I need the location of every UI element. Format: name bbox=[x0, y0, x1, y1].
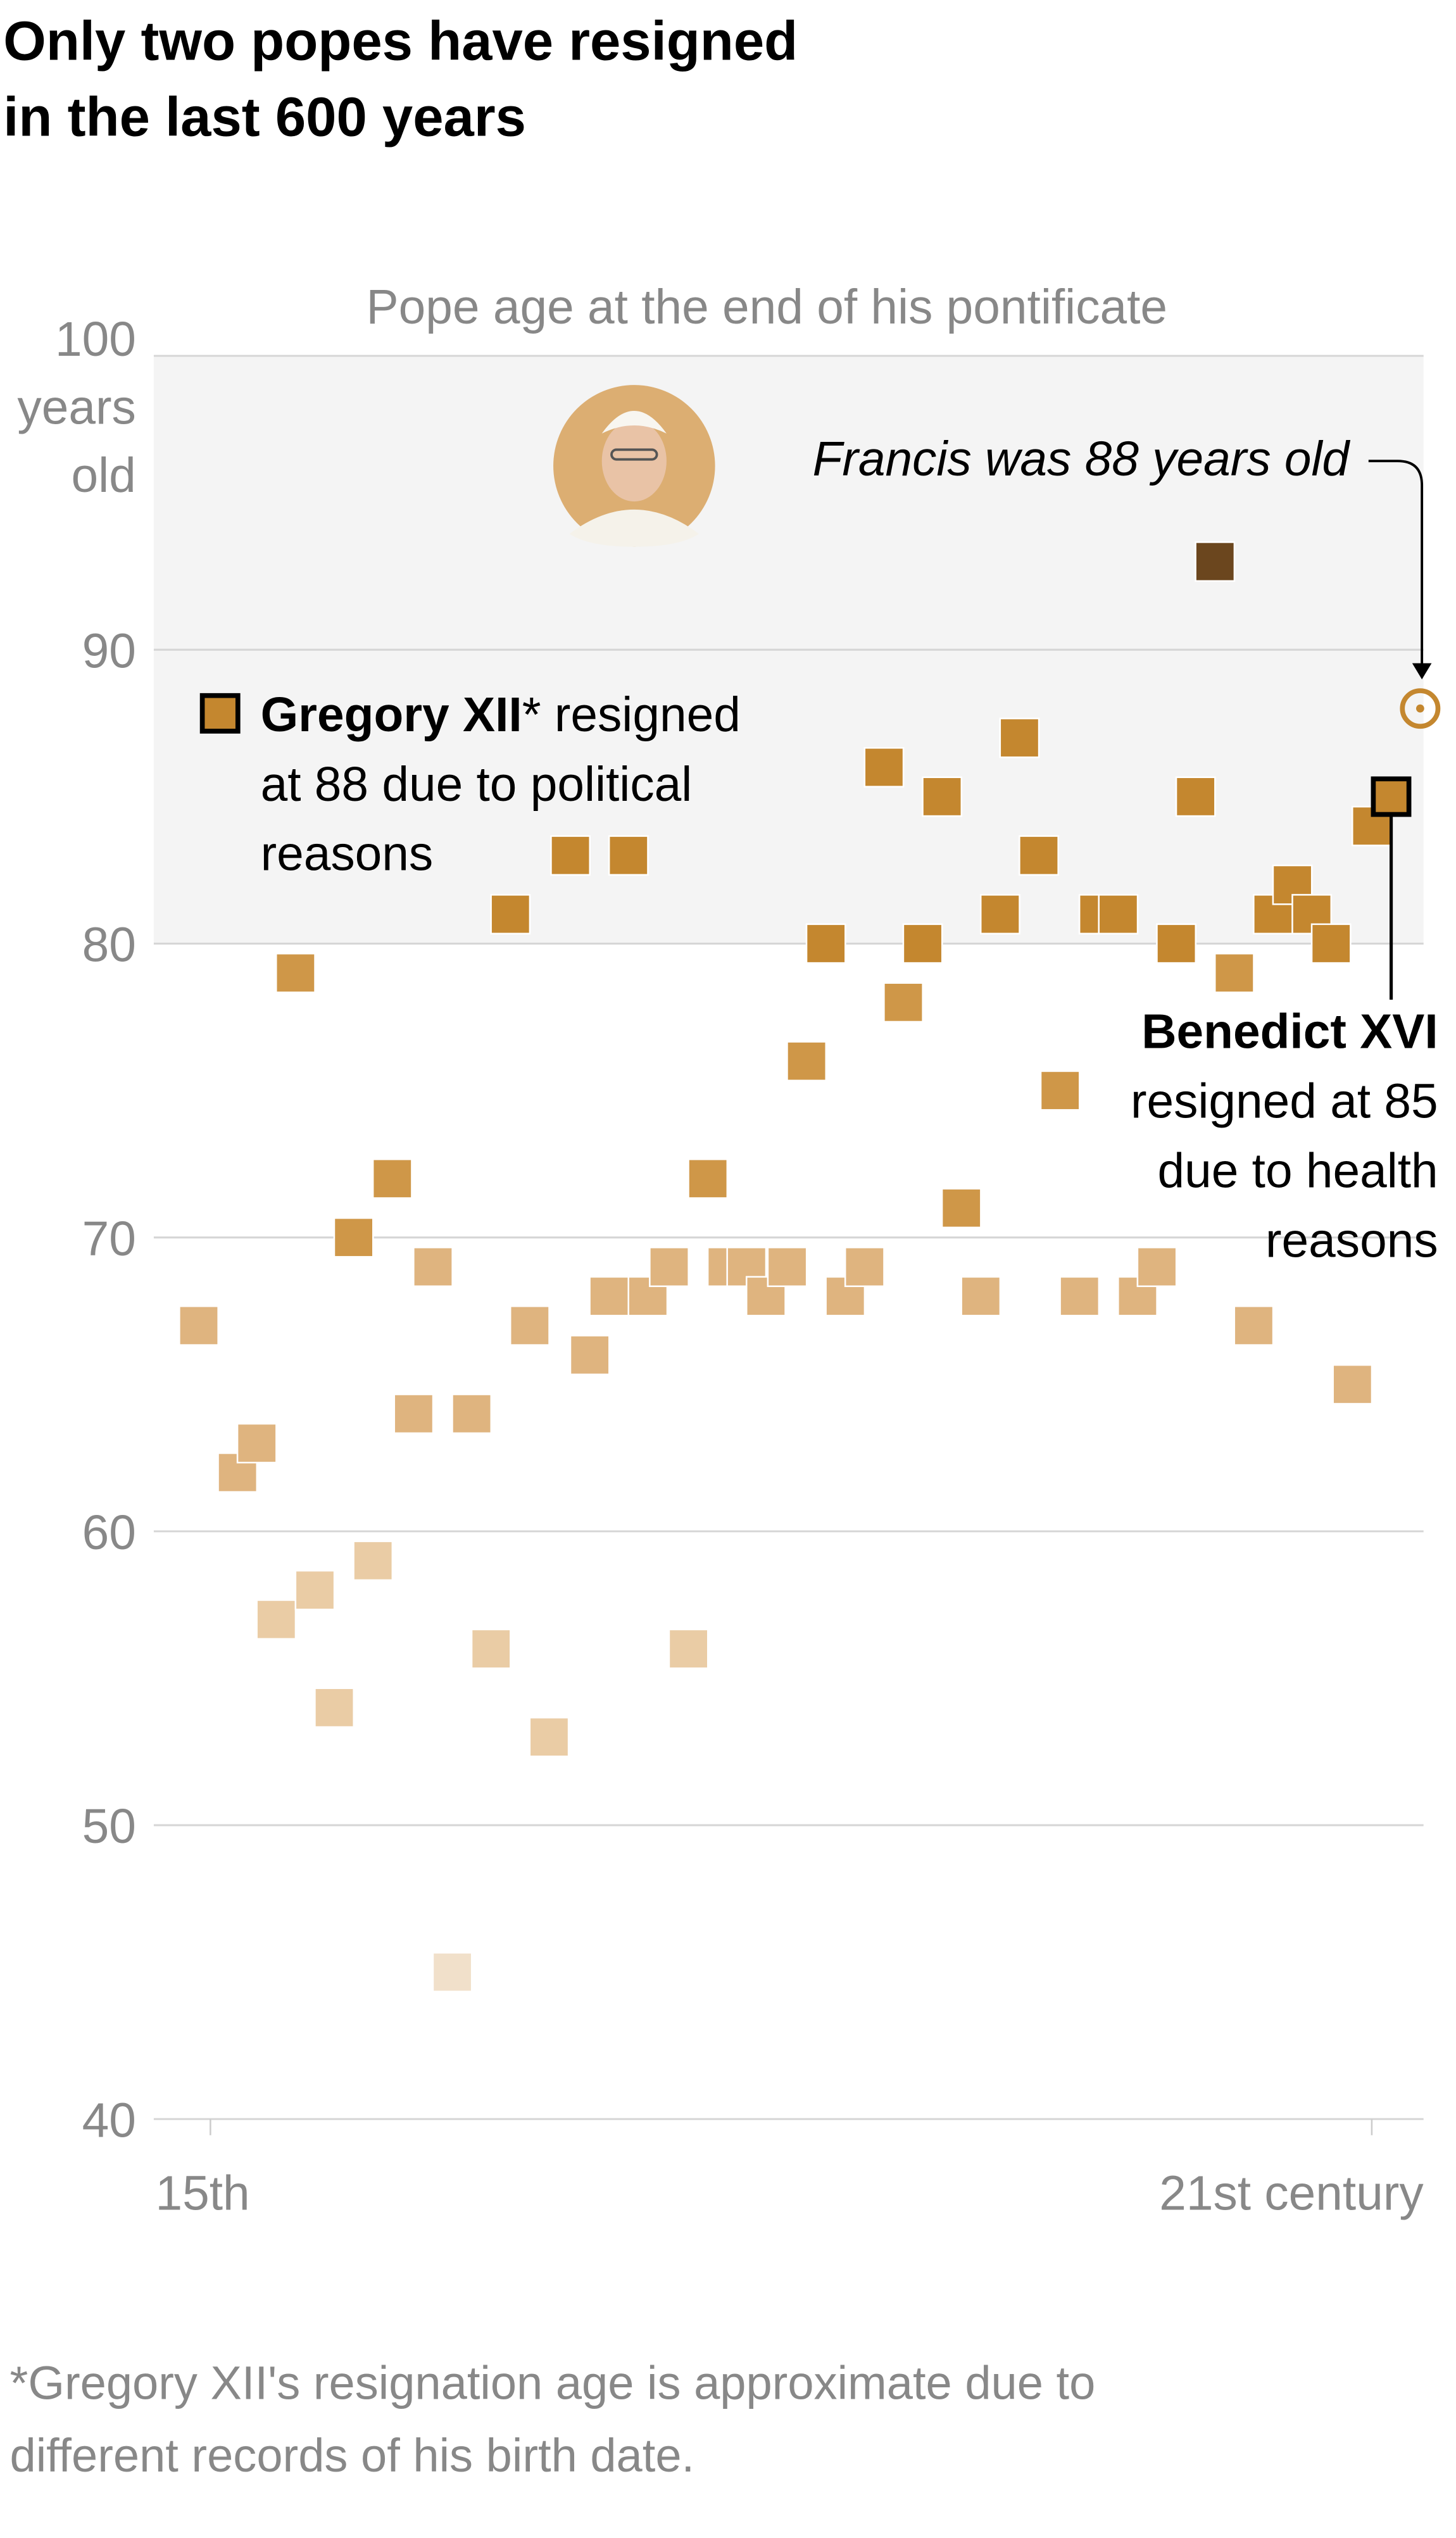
footnote-line-1: *Gregory XII's resignation age is approx… bbox=[10, 2356, 1096, 2409]
data-point bbox=[1332, 1364, 1373, 1405]
data-point bbox=[883, 982, 924, 1023]
data-point bbox=[960, 1276, 1001, 1317]
y-tick-label-60: 60 bbox=[82, 1506, 136, 1560]
y-tick-label-90: 90 bbox=[82, 624, 136, 678]
y-tick-label-50: 50 bbox=[82, 1800, 136, 1854]
chart-title-line-2: in the last 600 years bbox=[3, 87, 526, 148]
y-label-years: years bbox=[17, 380, 135, 434]
data-point bbox=[179, 1305, 219, 1346]
y-tick-label-40: 40 bbox=[82, 2094, 136, 2147]
data-point bbox=[786, 1041, 827, 1082]
data-point bbox=[1136, 1247, 1177, 1288]
benedict-data-point bbox=[1371, 776, 1412, 817]
data-point bbox=[490, 894, 531, 935]
y-tick-label-80: 80 bbox=[82, 919, 136, 972]
data-point bbox=[1233, 1305, 1274, 1346]
x-tick-15th: 15th bbox=[155, 2166, 249, 2220]
data-point bbox=[236, 1423, 277, 1464]
pope-francis-photo bbox=[553, 385, 715, 547]
data-point bbox=[608, 835, 649, 876]
data-point bbox=[941, 1188, 982, 1229]
data-point bbox=[589, 1276, 630, 1317]
y-label-old: old bbox=[72, 449, 136, 503]
data-point bbox=[863, 747, 905, 788]
x-tick-21st: 21st century bbox=[1159, 2166, 1424, 2220]
data-point bbox=[668, 1628, 709, 1669]
data-point bbox=[1175, 776, 1216, 817]
data-point bbox=[470, 1628, 511, 1669]
data-point bbox=[432, 1952, 473, 1993]
data-points bbox=[179, 541, 1441, 1993]
gregory-annotation-line-2: at 88 due to political bbox=[261, 758, 693, 812]
data-point bbox=[1310, 923, 1352, 964]
y-label-100: 100 bbox=[55, 313, 136, 367]
data-point bbox=[1039, 1070, 1081, 1111]
data-point bbox=[687, 1158, 729, 1199]
data-point bbox=[256, 1599, 297, 1640]
gregory-annotation-line-3: reasons bbox=[261, 827, 434, 881]
data-point bbox=[1195, 541, 1236, 582]
data-point bbox=[1019, 835, 1059, 876]
data-point bbox=[902, 923, 943, 964]
footnote-line-2: different records of his birth date. bbox=[10, 2429, 695, 2482]
data-point bbox=[922, 776, 963, 817]
gregory-annotation-line-1: Gregory XII* resigned bbox=[261, 688, 741, 742]
data-point bbox=[294, 1569, 336, 1611]
data-point bbox=[999, 717, 1040, 758]
data-point bbox=[550, 835, 591, 876]
data-point bbox=[509, 1305, 550, 1346]
data-point bbox=[805, 923, 846, 964]
data-point bbox=[393, 1393, 434, 1435]
francis-data-point-center bbox=[1415, 704, 1424, 713]
data-point bbox=[649, 1247, 689, 1288]
chart-subtitle: Pope age at the end of his pontificate bbox=[367, 280, 1168, 334]
data-point bbox=[844, 1247, 885, 1288]
chart-title-line-1: Only two popes have resigned bbox=[3, 11, 798, 72]
francis-arrow bbox=[1368, 460, 1424, 670]
benedict-annotation-line-3: reasons bbox=[1265, 1214, 1438, 1267]
data-point bbox=[1098, 894, 1139, 935]
benedict-annotation-line-1: resigned at 85 bbox=[1131, 1075, 1438, 1129]
data-point bbox=[569, 1335, 610, 1376]
y-tick-label-70: 70 bbox=[82, 1212, 136, 1266]
gridlines bbox=[153, 355, 1424, 2120]
data-point bbox=[353, 1540, 394, 1581]
data-point bbox=[413, 1247, 453, 1288]
data-point bbox=[451, 1393, 493, 1435]
data-point bbox=[314, 1687, 355, 1728]
benedict-name: Benedict XVI bbox=[1141, 1005, 1438, 1059]
francis-annotation: Francis was 88 years old bbox=[813, 432, 1351, 486]
benedict-annotation-line-2: due to health bbox=[1157, 1144, 1438, 1198]
francis-arrowhead bbox=[1412, 663, 1432, 680]
data-point bbox=[1059, 1276, 1100, 1317]
data-point bbox=[372, 1158, 413, 1199]
data-point bbox=[333, 1217, 374, 1258]
data-point bbox=[979, 894, 1020, 935]
gregory-marker-icon bbox=[199, 693, 241, 734]
francis-data-point bbox=[1400, 688, 1441, 729]
data-point bbox=[1156, 923, 1197, 964]
data-point bbox=[275, 952, 316, 993]
data-point bbox=[767, 1247, 808, 1288]
data-point bbox=[529, 1716, 570, 1757]
data-point bbox=[1214, 952, 1255, 993]
